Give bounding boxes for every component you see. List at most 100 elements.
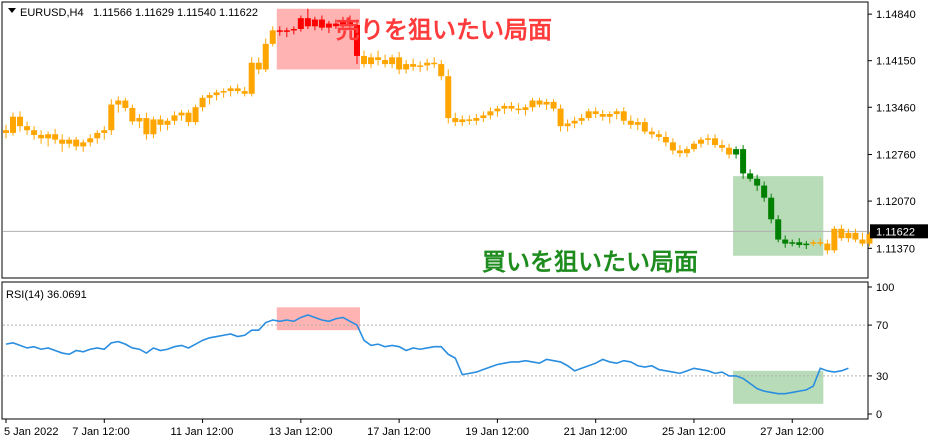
candle-body bbox=[157, 119, 164, 125]
candle-body bbox=[290, 28, 297, 31]
rsi-tick-label: 100 bbox=[876, 282, 894, 294]
candle-body bbox=[550, 101, 557, 109]
candle-body bbox=[838, 228, 845, 239]
candle-body bbox=[733, 149, 740, 155]
candle-body bbox=[122, 100, 129, 108]
candle-body bbox=[705, 138, 711, 140]
candle-body bbox=[641, 122, 648, 132]
candle-body bbox=[339, 20, 346, 27]
candle-body bbox=[459, 119, 466, 123]
candle-body bbox=[255, 62, 262, 70]
candle-body bbox=[248, 62, 255, 94]
candle-body bbox=[747, 173, 754, 179]
candle-body bbox=[740, 149, 747, 174]
candle-body bbox=[101, 130, 108, 133]
candle-body bbox=[831, 228, 838, 251]
candle-body bbox=[410, 64, 417, 67]
candle-body bbox=[171, 115, 178, 121]
candle-body bbox=[206, 95, 213, 98]
candle-body bbox=[332, 23, 339, 27]
buy-annotation: 買いを狙いたい局面 bbox=[482, 249, 698, 276]
time-tick-label: 19 Jan 12:00 bbox=[465, 426, 529, 438]
candle-body bbox=[817, 242, 824, 244]
candle-body bbox=[220, 91, 227, 93]
candle-body bbox=[241, 91, 248, 94]
rsi-tick-label: 0 bbox=[876, 409, 882, 421]
candle-body bbox=[129, 107, 136, 122]
rsi-series bbox=[5, 314, 849, 395]
candle-body bbox=[185, 112, 192, 123]
candle-body bbox=[613, 111, 620, 115]
candle-body bbox=[213, 92, 220, 96]
candle-body bbox=[796, 242, 803, 245]
candle-body bbox=[529, 100, 536, 108]
candle-body bbox=[445, 76, 452, 119]
candle-body bbox=[859, 239, 866, 244]
candle-body bbox=[824, 243, 831, 251]
candle-body bbox=[66, 139, 73, 144]
candle-body bbox=[10, 116, 17, 133]
candle-body bbox=[31, 130, 38, 135]
candle-body bbox=[452, 118, 459, 123]
candle-body bbox=[164, 120, 171, 125]
candle-body bbox=[606, 114, 613, 117]
candle-body bbox=[283, 30, 290, 32]
current-price-box bbox=[870, 224, 928, 239]
candle-body bbox=[501, 105, 508, 109]
candle-body bbox=[564, 123, 571, 127]
candle-body bbox=[38, 134, 45, 139]
candle-body bbox=[24, 126, 31, 131]
candle-body bbox=[712, 138, 719, 146]
price-tick-label: 1.11370 bbox=[876, 243, 915, 255]
candle-body bbox=[276, 30, 283, 32]
triangle-down-icon[interactable] bbox=[8, 8, 16, 13]
candle-body bbox=[87, 138, 94, 143]
time-tick-label: 25 Jan 12:00 bbox=[662, 426, 726, 438]
candle-body bbox=[571, 120, 578, 124]
candle-body bbox=[382, 60, 389, 65]
candle-body bbox=[789, 242, 796, 244]
price-tick-label: 1.12760 bbox=[876, 150, 916, 162]
price-axis: 1.14840 1.14150 1.13460 1.12760 1.12070 1.113… bbox=[868, 9, 928, 255]
candle-body bbox=[782, 239, 789, 244]
candle-body bbox=[866, 234, 873, 244]
price-tick-label: 1.13460 bbox=[876, 102, 916, 114]
candle-body bbox=[136, 118, 143, 122]
candle-body bbox=[487, 111, 494, 116]
time-tick-label: 5 Jan 2022 bbox=[4, 426, 58, 438]
candle-body bbox=[325, 23, 332, 28]
candle-body bbox=[522, 107, 529, 110]
candle-body bbox=[494, 108, 501, 112]
candle-body bbox=[438, 64, 445, 77]
time-tick-label: 21 Jan 12:00 bbox=[564, 426, 628, 438]
candle-body bbox=[73, 139, 80, 147]
candle-body bbox=[389, 57, 396, 65]
candle-body bbox=[234, 88, 241, 92]
candle-body bbox=[578, 118, 585, 121]
candle-body bbox=[52, 134, 59, 140]
candle-body bbox=[178, 112, 185, 116]
candle-body bbox=[368, 57, 375, 65]
candle-body bbox=[803, 243, 810, 246]
candle-body bbox=[417, 65, 424, 67]
time-tick-label: 13 Jan 12:00 bbox=[269, 426, 333, 438]
candle-body bbox=[431, 62, 438, 65]
candle-body bbox=[543, 101, 550, 105]
time-tick-label: 11 Jan 12:00 bbox=[171, 426, 234, 438]
candle-body bbox=[676, 150, 683, 154]
candle-body bbox=[150, 119, 157, 135]
candle-body bbox=[199, 97, 206, 108]
candle-body bbox=[585, 111, 592, 119]
candle-body bbox=[655, 134, 662, 137]
candle-body bbox=[754, 178, 761, 186]
candle-body bbox=[361, 55, 368, 65]
candle-body bbox=[143, 118, 150, 135]
candle-body bbox=[59, 139, 66, 144]
candle-body bbox=[775, 219, 782, 240]
candle-body bbox=[424, 62, 431, 66]
candle-body bbox=[3, 130, 9, 133]
rsi-tick-label: 30 bbox=[876, 371, 888, 383]
candle-body bbox=[354, 24, 360, 56]
time-axis: 5 Jan 2022 7 Jan 12:00 11 Jan 12:00 13 Jan … bbox=[4, 419, 824, 438]
candle-body bbox=[683, 149, 690, 154]
